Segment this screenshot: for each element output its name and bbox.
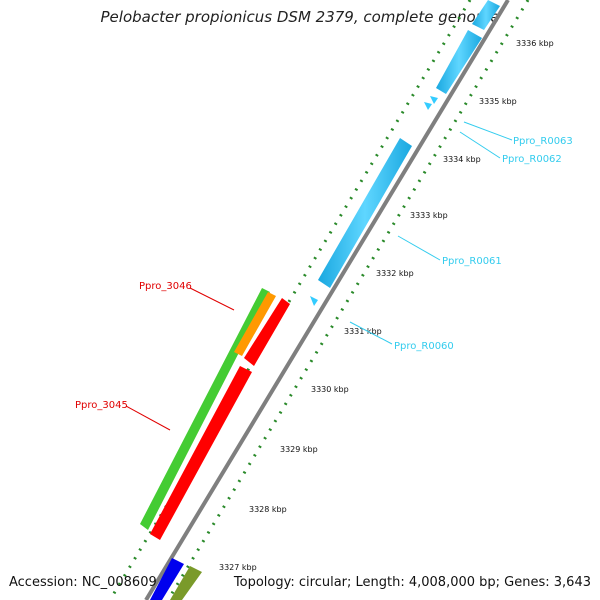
gene-label-ppro-3045: Ppro_3045 xyxy=(75,400,128,411)
rna-small-3 xyxy=(310,296,318,306)
leader-line-ppro-3045 xyxy=(125,405,171,431)
rna-arrow-top xyxy=(436,30,482,94)
gene-red-short xyxy=(244,298,290,366)
gene-red-long xyxy=(150,366,252,540)
gene-label-ppro-r0063: Ppro_R0063 xyxy=(513,136,573,147)
tick-label: 3333 kbp xyxy=(410,211,448,220)
summary-text: Topology: circular; Length: 4,008,000 bp… xyxy=(233,575,591,590)
tick-label: 3335 kbp xyxy=(479,97,517,106)
leader-line-ppro-3046 xyxy=(189,287,235,311)
leader-line-ppro-r0063 xyxy=(463,121,513,141)
gene-olive-bottom xyxy=(170,566,202,600)
tick-label: 3331 kbp xyxy=(344,327,382,336)
leader-line-ppro-r0061 xyxy=(397,235,441,261)
tick-label: 3334 kbp xyxy=(443,155,481,164)
gene-label-ppro-r0062: Ppro_R0062 xyxy=(502,154,562,165)
rna-arrow-mid xyxy=(318,138,412,288)
gene-orange xyxy=(234,292,276,356)
tick-label: 3329 kbp xyxy=(280,445,318,454)
genome-backbone xyxy=(144,0,510,600)
rna-small-1 xyxy=(430,96,438,104)
tick-label: 3332 kbp xyxy=(376,269,414,278)
tick-labels: 3336 kbp 3335 kbp 3334 kbp 3333 kbp 3332… xyxy=(219,39,554,572)
inner-dotted-track xyxy=(166,0,530,600)
leader-line-ppro-r0060 xyxy=(349,321,393,345)
gene-label-ppro-r0061: Ppro_R0061 xyxy=(442,256,502,267)
tick-label: 3336 kbp xyxy=(516,39,554,48)
accession-text: Accession: NC_008609 xyxy=(9,575,157,590)
gene-label-ppro-r0060: Ppro_R0060 xyxy=(394,341,454,352)
tick-label: 3328 kbp xyxy=(249,505,287,514)
tick-label: 3327 kbp xyxy=(219,563,257,572)
leader-line-ppro-r0062 xyxy=(459,131,501,159)
rna-arrow-top-cap xyxy=(472,0,500,30)
map-title: Pelobacter propionicus DSM 2379, complet… xyxy=(100,8,500,26)
tick-label: 3330 kbp xyxy=(311,385,349,394)
rna-small-2 xyxy=(424,102,432,110)
gene-blue-bottom xyxy=(150,558,184,600)
gene-label-ppro-3046: Ppro_3046 xyxy=(139,281,192,292)
